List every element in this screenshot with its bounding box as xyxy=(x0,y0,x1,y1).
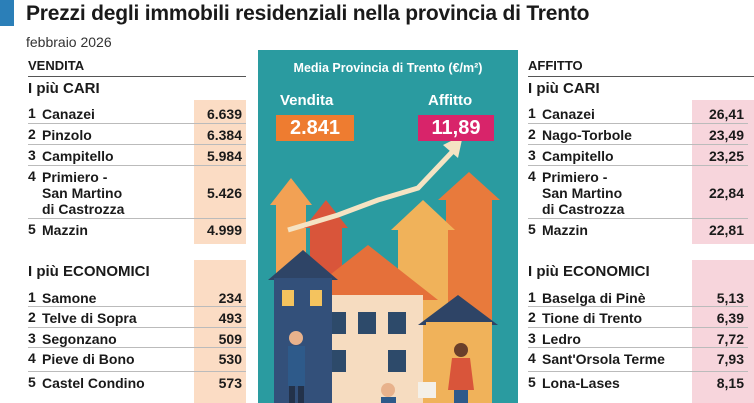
row-divider xyxy=(28,327,246,328)
row-value: 22,81 xyxy=(708,222,744,238)
row-name: Canazei xyxy=(542,106,595,122)
row-divider xyxy=(28,123,246,124)
row-rank: 1 xyxy=(528,289,536,305)
row-rank: 4 xyxy=(28,168,36,184)
average-sale-label: Vendita xyxy=(280,92,334,109)
row-divider xyxy=(28,347,246,348)
row-rank: 4 xyxy=(528,168,536,184)
row-rank: 2 xyxy=(28,126,36,142)
row-value: 234 xyxy=(218,290,242,306)
row-value: 6,39 xyxy=(716,310,744,326)
row-name: Mazzin xyxy=(42,222,88,238)
average-rent-value: 11,89 xyxy=(418,115,494,141)
average-rent-label: Affitto xyxy=(428,92,473,109)
rent-section-divider xyxy=(528,76,754,77)
row-rank: 2 xyxy=(528,309,536,325)
row-divider xyxy=(28,371,246,372)
row-value: 573 xyxy=(218,375,242,391)
row-value: 5,13 xyxy=(716,290,744,306)
row-name: Campitello xyxy=(42,148,114,164)
row-divider xyxy=(528,165,748,166)
row-divider xyxy=(528,371,748,372)
row-divider xyxy=(28,306,246,307)
row-rank: 5 xyxy=(28,374,36,390)
row-rank: 5 xyxy=(528,374,536,390)
sale-cheap-values-bg xyxy=(194,260,246,403)
rent-cheap-values-bg xyxy=(692,260,754,403)
sale-cheap-heading: I più ECONOMICI xyxy=(28,263,150,280)
row-rank: 1 xyxy=(28,105,36,121)
row-name: Castel Condino xyxy=(42,375,145,391)
houses-illustration xyxy=(268,135,500,403)
corner-accent-bar xyxy=(0,0,14,26)
row-divider xyxy=(528,123,748,124)
row-value: 6.639 xyxy=(206,106,242,122)
sale-section-label: VENDITA xyxy=(28,58,85,73)
row-name: Tione di Trento xyxy=(542,310,643,326)
sale-section-divider xyxy=(28,76,246,77)
row-name: Ledro xyxy=(542,331,581,347)
row-name: Baselga di Pinè xyxy=(542,290,646,306)
row-divider xyxy=(528,327,748,328)
row-rank: 3 xyxy=(528,330,536,346)
row-value: 493 xyxy=(218,310,242,326)
row-name: Samone xyxy=(42,290,97,306)
row-name: Mazzin xyxy=(542,222,588,238)
rent-expensive-heading: I più CARI xyxy=(528,80,600,97)
row-value: 509 xyxy=(218,331,242,347)
row-value: 4.999 xyxy=(206,222,242,238)
row-name: Primiero - San Martino di Castrozza xyxy=(42,169,125,217)
page-title: Prezzi degli immobili residenziali nella… xyxy=(26,2,590,25)
row-name: Telve di Sopra xyxy=(42,310,137,326)
row-value: 7,72 xyxy=(716,331,744,347)
rent-cheap-heading: I più ECONOMICI xyxy=(528,263,650,280)
row-divider xyxy=(28,165,246,166)
row-rank: 5 xyxy=(28,221,36,237)
sale-expensive-values-bg xyxy=(194,100,246,244)
row-name: Segonzano xyxy=(42,331,117,347)
row-value: 5.984 xyxy=(206,148,242,164)
row-value: 7,93 xyxy=(716,351,744,367)
row-name: Campitello xyxy=(542,148,614,164)
row-divider xyxy=(528,306,748,307)
row-divider xyxy=(28,218,246,219)
row-divider xyxy=(528,347,748,348)
row-name: Canazei xyxy=(42,106,95,122)
row-name: Pinzolo xyxy=(42,127,92,143)
row-divider xyxy=(528,218,748,219)
row-name: Primiero - San Martino di Castrozza xyxy=(542,169,625,217)
page-date: febbraio 2026 xyxy=(26,34,112,50)
row-divider xyxy=(528,144,748,145)
row-rank: 3 xyxy=(528,147,536,163)
row-name: Sant'Orsola Terme xyxy=(542,351,665,367)
row-name: Pieve di Bono xyxy=(42,351,135,367)
average-panel-title: Media Provincia di Trento (€/m²) xyxy=(293,61,483,75)
row-rank: 5 xyxy=(528,221,536,237)
row-name: Nago-Torbole xyxy=(542,127,632,143)
row-divider xyxy=(28,144,246,145)
average-panel: Media Provincia di Trento (€/m²) Vendita… xyxy=(258,50,518,403)
row-value: 8,15 xyxy=(716,375,744,391)
row-rank: 2 xyxy=(28,309,36,325)
row-value: 6.384 xyxy=(206,127,242,143)
row-rank: 3 xyxy=(28,330,36,346)
row-value: 23,25 xyxy=(708,148,744,164)
row-rank: 3 xyxy=(28,147,36,163)
row-rank: 4 xyxy=(28,350,36,366)
row-rank: 4 xyxy=(528,350,536,366)
average-sale-value: 2.841 xyxy=(276,115,354,141)
row-rank: 2 xyxy=(528,126,536,142)
row-name: Lona-Lases xyxy=(542,375,620,391)
row-value: 530 xyxy=(218,351,242,367)
rent-expensive-values-bg xyxy=(692,100,754,244)
row-rank: 1 xyxy=(28,289,36,305)
sale-expensive-heading: I più CARI xyxy=(28,80,100,97)
row-value: 5.426 xyxy=(206,185,242,201)
row-value: 22,84 xyxy=(708,185,744,201)
row-rank: 1 xyxy=(528,105,536,121)
row-value: 26,41 xyxy=(708,106,744,122)
rent-section-label: AFFITTO xyxy=(528,58,583,73)
row-value: 23,49 xyxy=(708,127,744,143)
